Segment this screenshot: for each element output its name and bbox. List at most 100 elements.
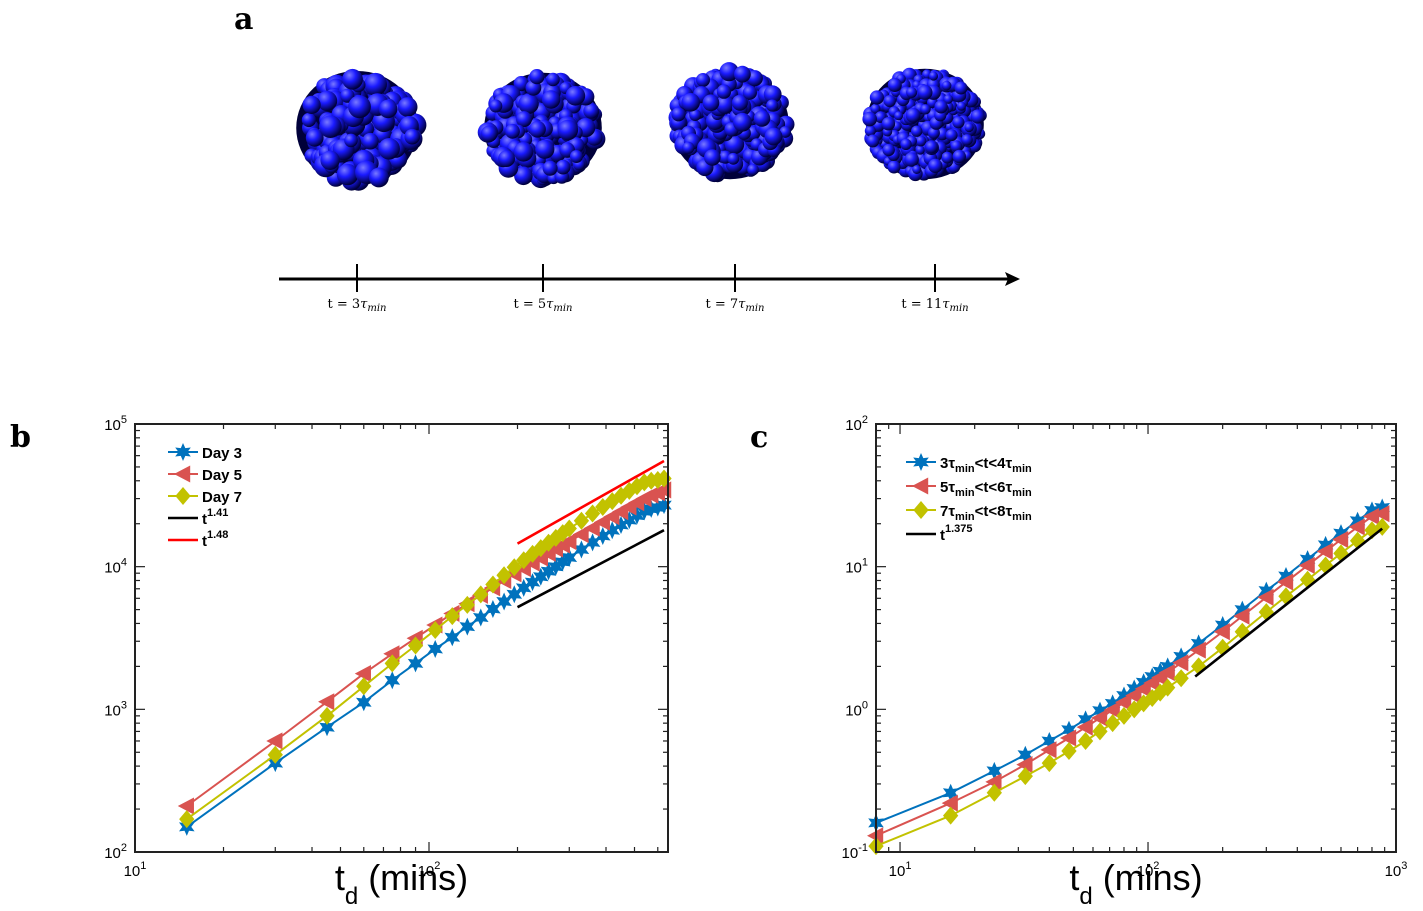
cell-sphere (342, 68, 363, 90)
legend-label-part: min (1012, 511, 1032, 523)
series-4 (1194, 527, 1384, 678)
data-point (1234, 622, 1250, 641)
data-point (1077, 731, 1094, 750)
cell-sphere (704, 149, 721, 166)
cell-sphere (727, 152, 740, 165)
panel-b-letter: b (10, 420, 31, 455)
cell-sphere (715, 95, 735, 114)
cell-sphere (671, 107, 686, 122)
cell-sphere (870, 103, 881, 114)
cell-sphere (912, 165, 922, 174)
data-point (1299, 550, 1316, 569)
panel-c-letter: c (750, 420, 769, 455)
data-point (1041, 754, 1057, 773)
data-point (1158, 664, 1175, 682)
data-point (1298, 556, 1315, 574)
legend-label-part: <t<4 (975, 455, 1007, 472)
legend-marker (913, 501, 929, 519)
data-point (1135, 673, 1152, 692)
legend-label: Day 5 (202, 467, 242, 484)
data-point (1092, 701, 1108, 720)
tick-exp: 5 (121, 414, 127, 426)
data-point (319, 718, 335, 737)
y-tick-label: 103 (104, 699, 127, 719)
data-point (1090, 709, 1108, 727)
cell-sphere (883, 95, 896, 108)
tick-exp: 3 (1401, 860, 1407, 872)
cell-sphere (557, 119, 579, 141)
cell-sphere (882, 143, 895, 157)
legend-entry-2: 5τmin<t<6τmin (940, 479, 1032, 499)
timeline-tick-label: t = 7τmin (706, 297, 765, 314)
data-point (506, 585, 523, 604)
data-point (515, 578, 532, 597)
data-point (560, 532, 577, 551)
tick-exp: 3 (121, 699, 127, 711)
tick-base: 10 (104, 702, 121, 719)
tick-label-tau: τ (738, 297, 746, 312)
data-point (459, 617, 476, 636)
data-point (384, 654, 400, 673)
cell-sphere (340, 88, 355, 103)
data-point (1144, 667, 1160, 686)
cell-sphere (943, 94, 953, 104)
cell-sphere (952, 116, 965, 129)
cell-sphere (763, 85, 782, 104)
cell-sphere (864, 125, 876, 137)
data-point (1190, 634, 1207, 653)
tick-base: 10 (845, 417, 862, 434)
tick-label-tau: τ (942, 297, 950, 312)
legend-label-part: τ (948, 479, 955, 496)
cell-sphere (894, 111, 904, 121)
tick-label-sub: min (553, 303, 572, 314)
cell-sphere (869, 90, 885, 105)
tick-label-sub: min (950, 303, 969, 314)
cell-sphere (319, 115, 342, 138)
tick-exp: 2 (121, 842, 127, 854)
cell-sphere (734, 65, 751, 83)
cell-sphere (733, 112, 752, 132)
cell-sphere (941, 80, 952, 91)
tick-base: 10 (889, 863, 906, 880)
cell-sphere (950, 140, 963, 152)
legend-entry-1: 3τmin<t<4τmin (940, 455, 1032, 475)
data-point (1116, 686, 1132, 705)
legend-label-part: min (1012, 463, 1032, 475)
data-point (573, 511, 590, 530)
data-point (1214, 616, 1231, 634)
data-point (1114, 693, 1132, 711)
cell-sphere (920, 104, 931, 115)
tick-exp: 2 (1153, 860, 1159, 872)
cell-sphere (535, 139, 555, 159)
data-point (941, 794, 958, 812)
tick-base: 10 (1137, 863, 1154, 880)
data-point (384, 671, 401, 690)
spheroid-3 (668, 62, 795, 183)
cell-sphere (305, 128, 324, 147)
data-point (485, 600, 501, 618)
cell-sphere (900, 138, 912, 150)
cell-sphere (320, 150, 340, 170)
data-point (613, 516, 629, 534)
spheroid-2 (477, 69, 606, 189)
legend-label-part: min (1012, 487, 1032, 499)
cell-sphere (348, 95, 371, 119)
x-axis-label-sub: d (1079, 883, 1092, 910)
cell-sphere (928, 158, 943, 173)
timeline-arrowhead (1005, 272, 1020, 286)
tick-exp: 1 (905, 860, 911, 872)
legend-label-part: <t<8 (975, 503, 1006, 520)
legend-label-part: 7 (940, 503, 948, 520)
cell-sphere (925, 140, 938, 154)
data-point (1331, 530, 1349, 549)
data-point (1076, 718, 1093, 736)
data-point (1213, 623, 1230, 641)
legend-entry-3: 7τmin<t<8τmin (940, 503, 1032, 523)
data-point (1172, 654, 1189, 672)
data-point (506, 558, 522, 577)
data-point (1017, 745, 1034, 764)
cell-sphere (689, 109, 702, 121)
plot-area (876, 424, 1396, 852)
legend-entry-4: t1.375 (940, 523, 973, 544)
